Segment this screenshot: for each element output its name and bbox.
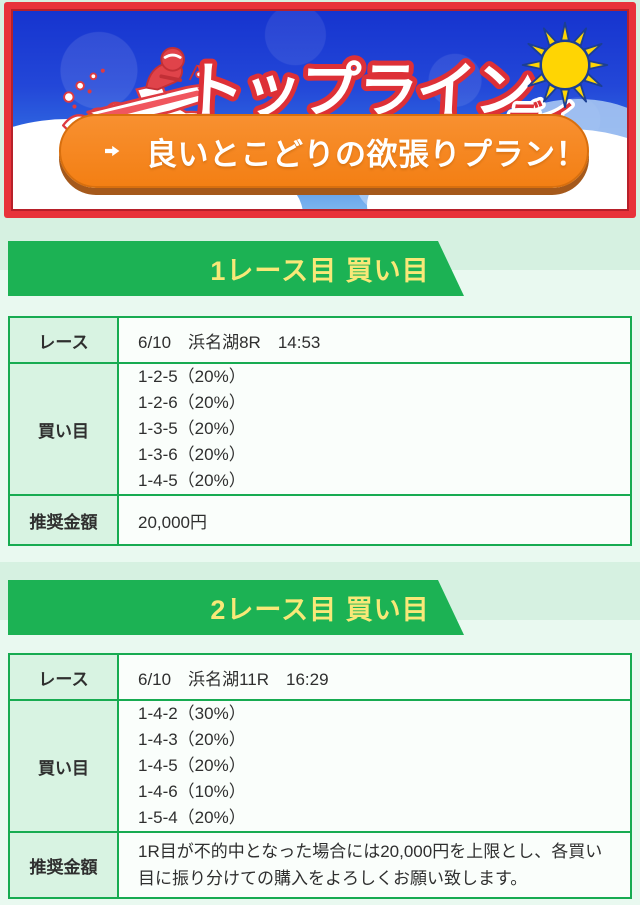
hero-banner[interactable]: トップライン デイ [4, 2, 636, 218]
pick-line: 1-4-5（20%） [138, 756, 246, 775]
table-row: 買い目 1-4-2（30%） 1-4-3（20%） 1-4-5（20%） 1-4… [8, 699, 632, 833]
pick-line: 1-2-6（20%） [138, 393, 246, 412]
picks-label: 買い目 [8, 699, 119, 833]
pick-line: 1-3-6（20%） [138, 445, 246, 464]
pick-line: 1-3-5（20%） [138, 419, 246, 438]
race-value: 6/10 浜名湖11R 16:29 [117, 653, 632, 701]
bet-table-1: レース 6/10 浜名湖8R 14:53 買い目 1-2-5（20%） 1-2-… [8, 316, 632, 546]
race-label: レース [8, 653, 119, 701]
race-value: 6/10 浜名湖8R 14:53 [117, 316, 632, 364]
pick-line: 1-4-5（20%） [138, 471, 246, 490]
section-race-2: 2レース目 買い目 レース 6/10 浜名湖11R 16:29 買い目 1-4-… [8, 580, 632, 899]
table-row: 推奨金額 1R目が不的中となった場合には20,000円を上限とし、各買い目に振り… [8, 831, 632, 899]
bet-table-2: レース 6/10 浜名湖11R 16:29 買い目 1-4-2（30%） 1-4… [8, 653, 632, 899]
pick-line: 1-2-5（20%） [138, 367, 246, 386]
hero-sky-background: トップライン デイ [11, 9, 629, 211]
table-row: 推奨金額 20,000円 [8, 494, 632, 546]
picks-label: 買い目 [8, 362, 119, 496]
pick-line: 1-5-4（20%） [138, 808, 246, 827]
pick-line: 1-4-6（10%） [138, 782, 246, 801]
hero-cta-button[interactable]: 良いとこどりの欲張りプラン！ [59, 114, 589, 188]
green-ribbon [8, 241, 464, 296]
table-row: 買い目 1-2-5（20%） 1-2-6（20%） 1-3-5（20%） 1-3… [8, 362, 632, 496]
section-1-title: 1レース目 買い目 [210, 256, 430, 286]
arrow-right-icon [105, 145, 120, 157]
pick-line: 1-4-2（30%） [138, 704, 246, 723]
section-2-title: 2レース目 買い目 [210, 595, 430, 625]
race-label: レース [8, 316, 119, 364]
sun-icon [521, 21, 609, 109]
section-race-1: 1レース目 買い目 レース 6/10 浜名湖8R 14:53 買い目 1-2-5… [8, 241, 632, 546]
table-row: レース 6/10 浜名湖8R 14:53 [8, 316, 632, 364]
amount-note: 1R目が不的中となった場合には20,000円を上限とし、各買い目に振り分けての購… [117, 831, 632, 899]
picks-value: 1-2-5（20%） 1-2-6（20%） 1-3-5（20%） 1-3-6（2… [117, 362, 632, 496]
picks-value: 1-4-2（30%） 1-4-3（20%） 1-4-5（20%） 1-4-6（1… [117, 699, 632, 833]
hero-cta-label: 良いとこどりの欲張りプラン！ [146, 136, 587, 172]
section-2-header: 2レース目 買い目 [8, 580, 632, 635]
amount-label: 推奨金額 [8, 494, 119, 546]
section-1-header: 1レース目 買い目 [8, 241, 632, 296]
amount-label: 推奨金額 [8, 831, 119, 899]
green-ribbon [8, 580, 464, 635]
pick-line: 1-4-3（20%） [138, 730, 246, 749]
table-row: レース 6/10 浜名湖11R 16:29 [8, 653, 632, 701]
amount-value: 20,000円 [117, 494, 632, 546]
